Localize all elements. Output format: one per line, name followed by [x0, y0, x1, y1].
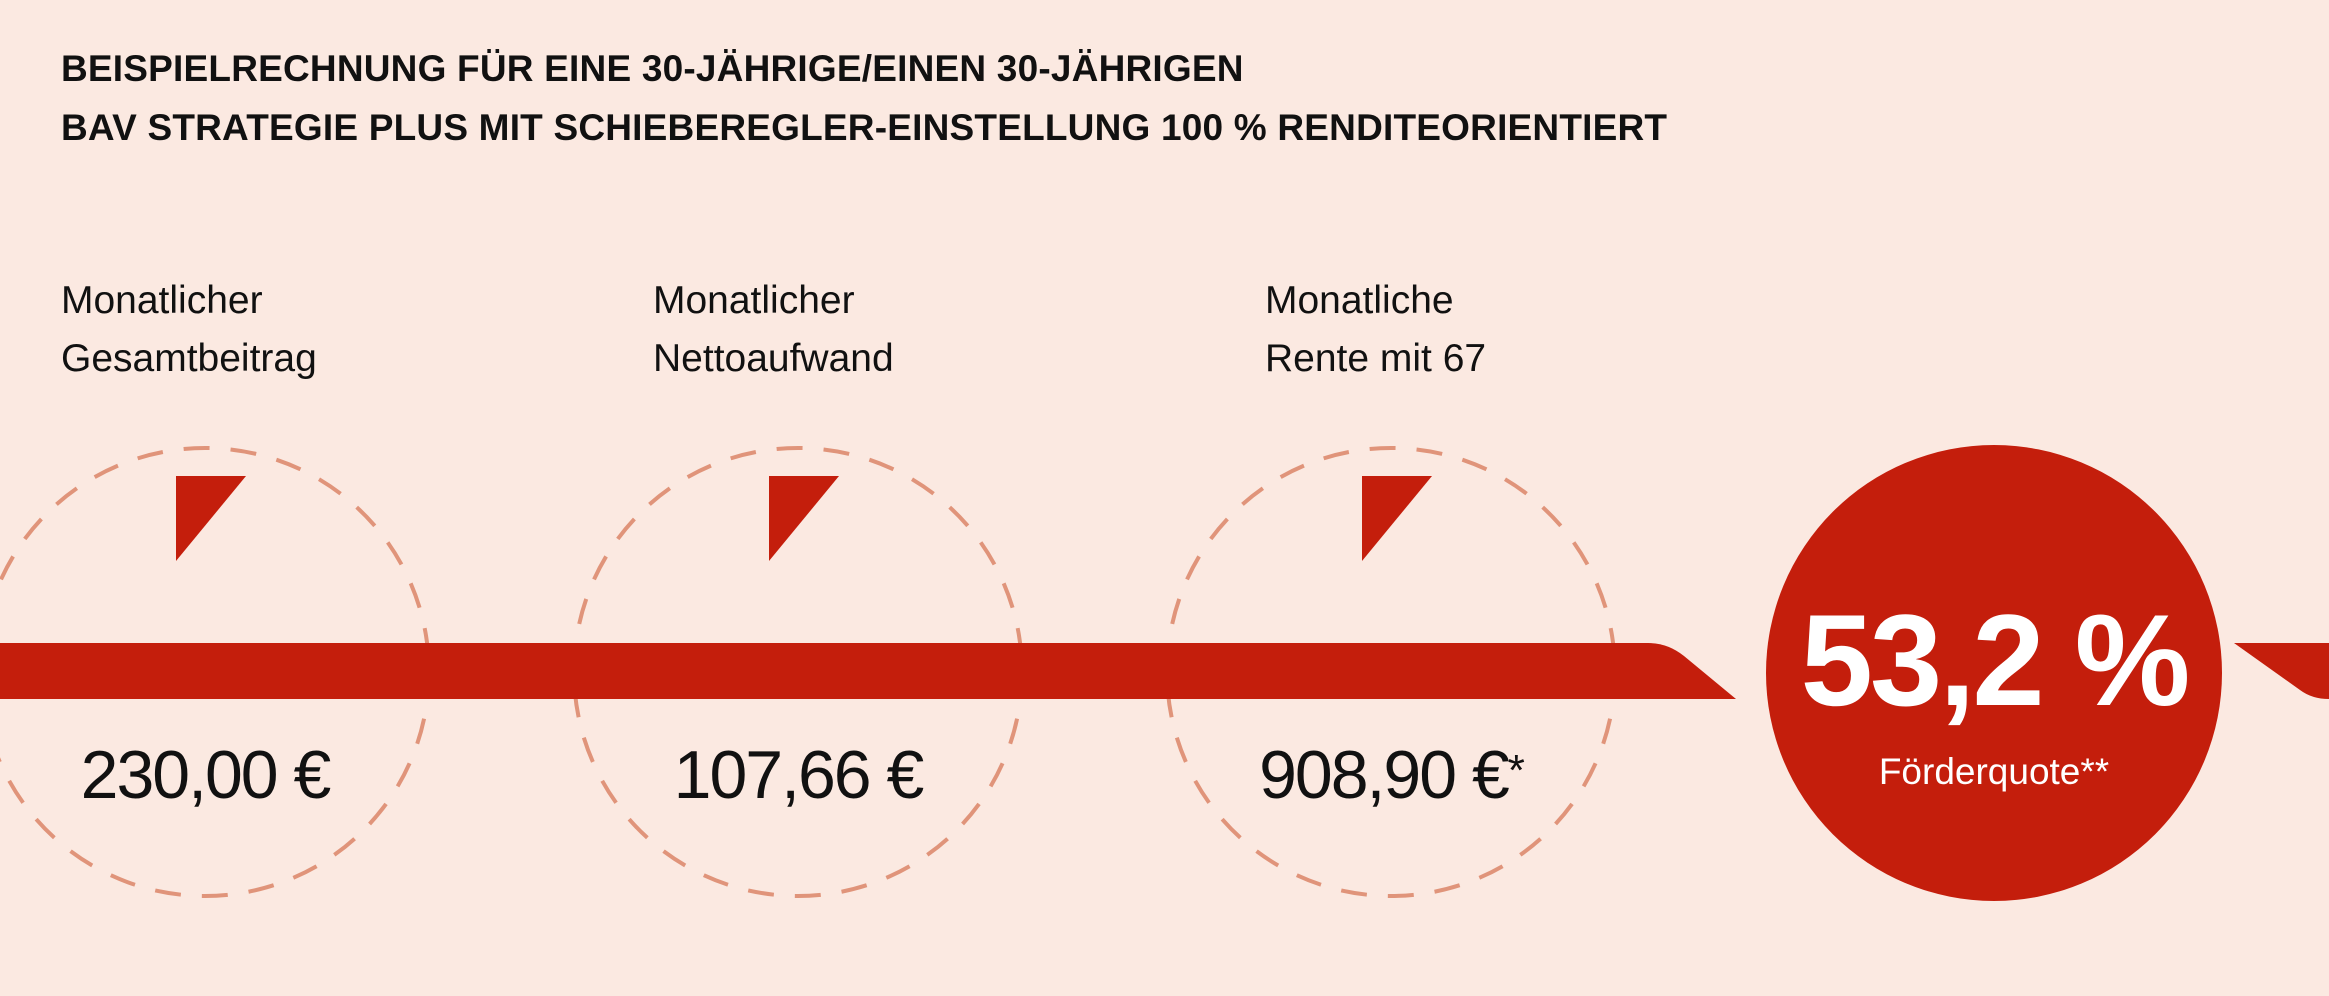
nettoaufwand-label: Monatlicher Nettoaufwand: [653, 272, 894, 388]
rente-value: 908,90 €*: [1161, 735, 1621, 815]
page-title-line-2: BAV STRATEGIE PLUS MIT SCHIEBEREGLER-EIN…: [61, 107, 1668, 148]
gesamtbeitrag-label: Monatlicher Gesamtbeitrag: [61, 272, 317, 388]
gesamtbeitrag-label-line-1: Monatlicher: [61, 279, 263, 322]
gesamtbeitrag-amount: 230,00 €: [80, 737, 332, 813]
gesamtbeitrag-label-line-2: Gesamtbeitrag: [61, 337, 317, 380]
foerderquote-circle: [1766, 445, 2222, 901]
gesamtbeitrag-value: 230,00 €: [0, 735, 435, 815]
nettoaufwand-label-line-2: Nettoaufwand: [653, 337, 894, 380]
nettoaufwand-label-line-1: Monatlicher: [653, 279, 855, 322]
red-triangle-pointer-icon: [176, 476, 246, 561]
nettoaufwand-amount: 107,66 €: [673, 737, 925, 813]
nettoaufwand-value: 107,66 €: [568, 735, 1028, 815]
rente-label: Monatliche Rente mit 67: [1265, 272, 1486, 388]
progress-band: [0, 643, 1736, 699]
foerderquote-value: 53,2 %: [1800, 587, 2191, 733]
foerderquote-label: Förderquote**: [1878, 751, 2110, 792]
page-title-line-1: BEISPIELRECHNUNG FÜR EINE 30-JÄHRIGE/EIN…: [61, 48, 1244, 89]
rente-amount: 908,90 €: [1259, 737, 1510, 813]
rente-footnote: *: [1507, 746, 1525, 795]
progress-band-end: [2234, 643, 2329, 699]
rente-label-line-1: Monatliche: [1265, 279, 1454, 322]
red-triangle-pointer-icon: [769, 476, 839, 561]
red-triangle-pointer-icon: [1362, 476, 1432, 561]
rente-label-line-2: Rente mit 67: [1265, 337, 1487, 380]
